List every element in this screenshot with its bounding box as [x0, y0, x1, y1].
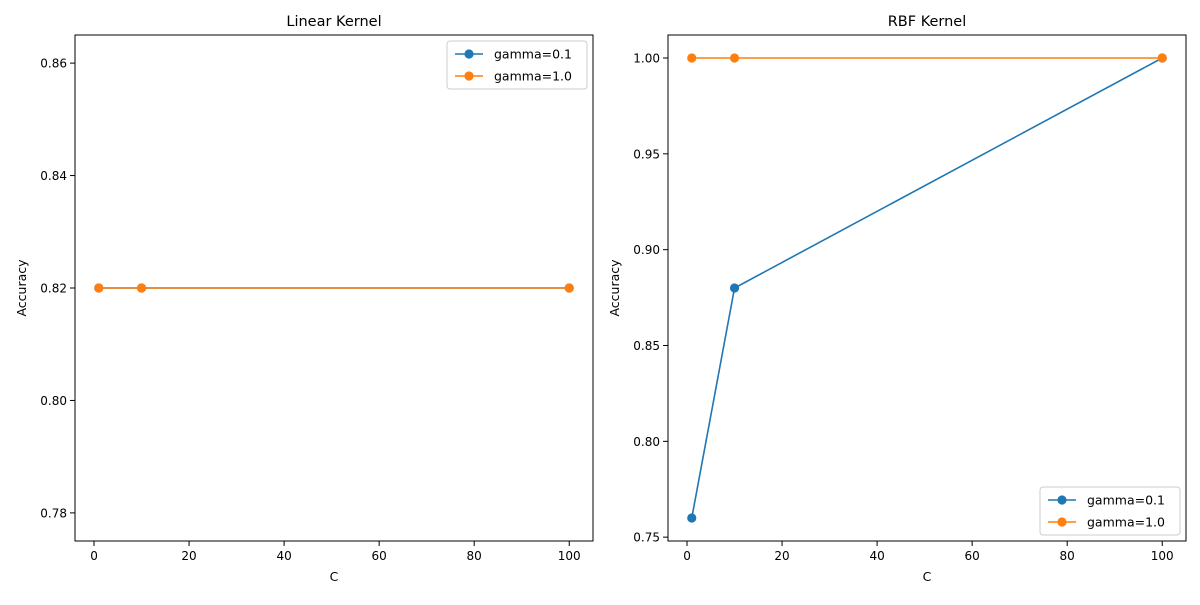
y-axis-label: Accuracy: [14, 259, 29, 317]
rbf-kernel-panel: RBF Kernel 0 20 40 60 80 100 0.75 0.80 0.85 0.90 0.…: [607, 14, 1187, 584]
linear-kernel-panel: Linear Kernel 0 20 40 60 80 100 0.78 0.80 0.82 0.8…: [14, 14, 594, 584]
data-point-gamma-1-0: [1157, 53, 1167, 63]
y-tick-label: 0.78: [40, 506, 67, 520]
data-point-gamma-0-1: [687, 513, 697, 523]
x-tick-label: 20: [181, 549, 196, 563]
y-axis-label: Accuracy: [607, 259, 622, 317]
data-point-gamma-0-1: [729, 283, 740, 293]
chart-title: Linear Kernel: [286, 14, 381, 30]
axes-frame: [667, 34, 1187, 542]
x-tick-label: 20: [774, 549, 789, 563]
y-tick-label: 0.86: [40, 57, 67, 71]
legend-marker: [1057, 495, 1067, 505]
legend-marker: [464, 71, 474, 81]
y-tick-label: 0.80: [633, 435, 660, 449]
chart-title: RBF Kernel: [888, 14, 967, 30]
x-tick-label: 100: [558, 549, 581, 563]
legend-marker: [1057, 517, 1067, 527]
x-tick-label: 0: [90, 549, 98, 563]
legend-entry-label: gamma=0.1: [494, 47, 572, 62]
legend-box: [1039, 486, 1181, 536]
y-tick-label: 0.80: [40, 394, 67, 408]
x-tick-label: 80: [467, 549, 482, 563]
x-tick-label: 100: [1151, 549, 1174, 563]
x-tick-label: 40: [869, 549, 884, 563]
series-line-gamma-0-1: [690, 57, 1163, 519]
legend-entry-label: gamma=1.0: [494, 69, 572, 84]
legend-entry-label: gamma=1.0: [1087, 515, 1165, 530]
x-tick-label: 60: [965, 549, 980, 563]
legend-marker: [464, 49, 474, 59]
legend-box: [446, 40, 588, 90]
x-axis-label: C: [923, 569, 932, 584]
y-tick-label: 0.85: [633, 339, 660, 353]
y-tick-label: 0.82: [40, 282, 67, 296]
y-tick-label: 0.84: [40, 169, 67, 183]
x-tick-label: 60: [372, 549, 387, 563]
y-tick-label: 0.90: [633, 243, 660, 257]
data-point-gamma-1-0: [94, 283, 104, 293]
data-point-gamma-1-0: [136, 283, 147, 293]
y-tick-label: 0.95: [633, 147, 660, 161]
x-tick-label: 0: [683, 549, 691, 563]
data-point-gamma-1-0: [729, 53, 740, 63]
legend-entry-label: gamma=0.1: [1087, 493, 1165, 508]
x-tick-label: 80: [1060, 549, 1075, 563]
y-tick-label: 0.75: [633, 531, 660, 545]
axes-frame: [74, 34, 594, 542]
x-tick-label: 40: [276, 549, 291, 563]
data-point-gamma-1-0: [687, 53, 697, 63]
y-tick-label: 1.00: [633, 52, 660, 66]
x-axis-label: C: [330, 569, 339, 584]
data-point-gamma-1-0: [564, 283, 574, 293]
